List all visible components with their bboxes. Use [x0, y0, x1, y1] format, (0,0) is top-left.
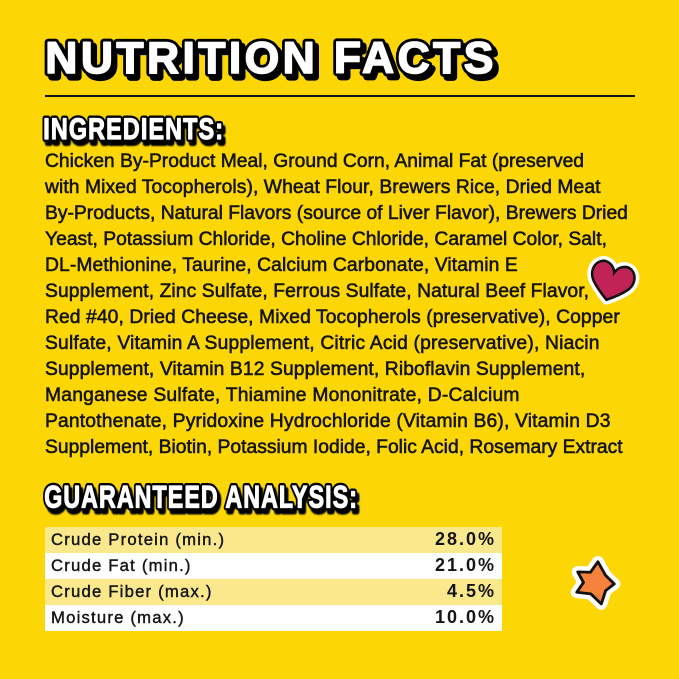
svg-text:GUARANTEED ANALYSIS:: GUARANTEED ANALYSIS:: [44, 479, 358, 514]
svg-text:NUTRITION FACTS: NUTRITION FACTS: [45, 34, 496, 83]
svg-text:GUARANTEED ANALYSIS:: GUARANTEED ANALYSIS:: [44, 479, 358, 514]
svg-text:NUTRITION FACTS: NUTRITION FACTS: [45, 34, 496, 83]
svg-text:INGREDIENTS:: INGREDIENTS:: [43, 112, 224, 146]
svg-text:INGREDIENTS:: INGREDIENTS:: [43, 112, 224, 146]
svg-text:GUARANTEED ANALYSIS:: GUARANTEED ANALYSIS:: [47, 483, 361, 518]
svg-text:INGREDIENTS:: INGREDIENTS:: [46, 116, 227, 150]
svg-text:NUTRITION FACTS: NUTRITION FACTS: [49, 38, 500, 87]
